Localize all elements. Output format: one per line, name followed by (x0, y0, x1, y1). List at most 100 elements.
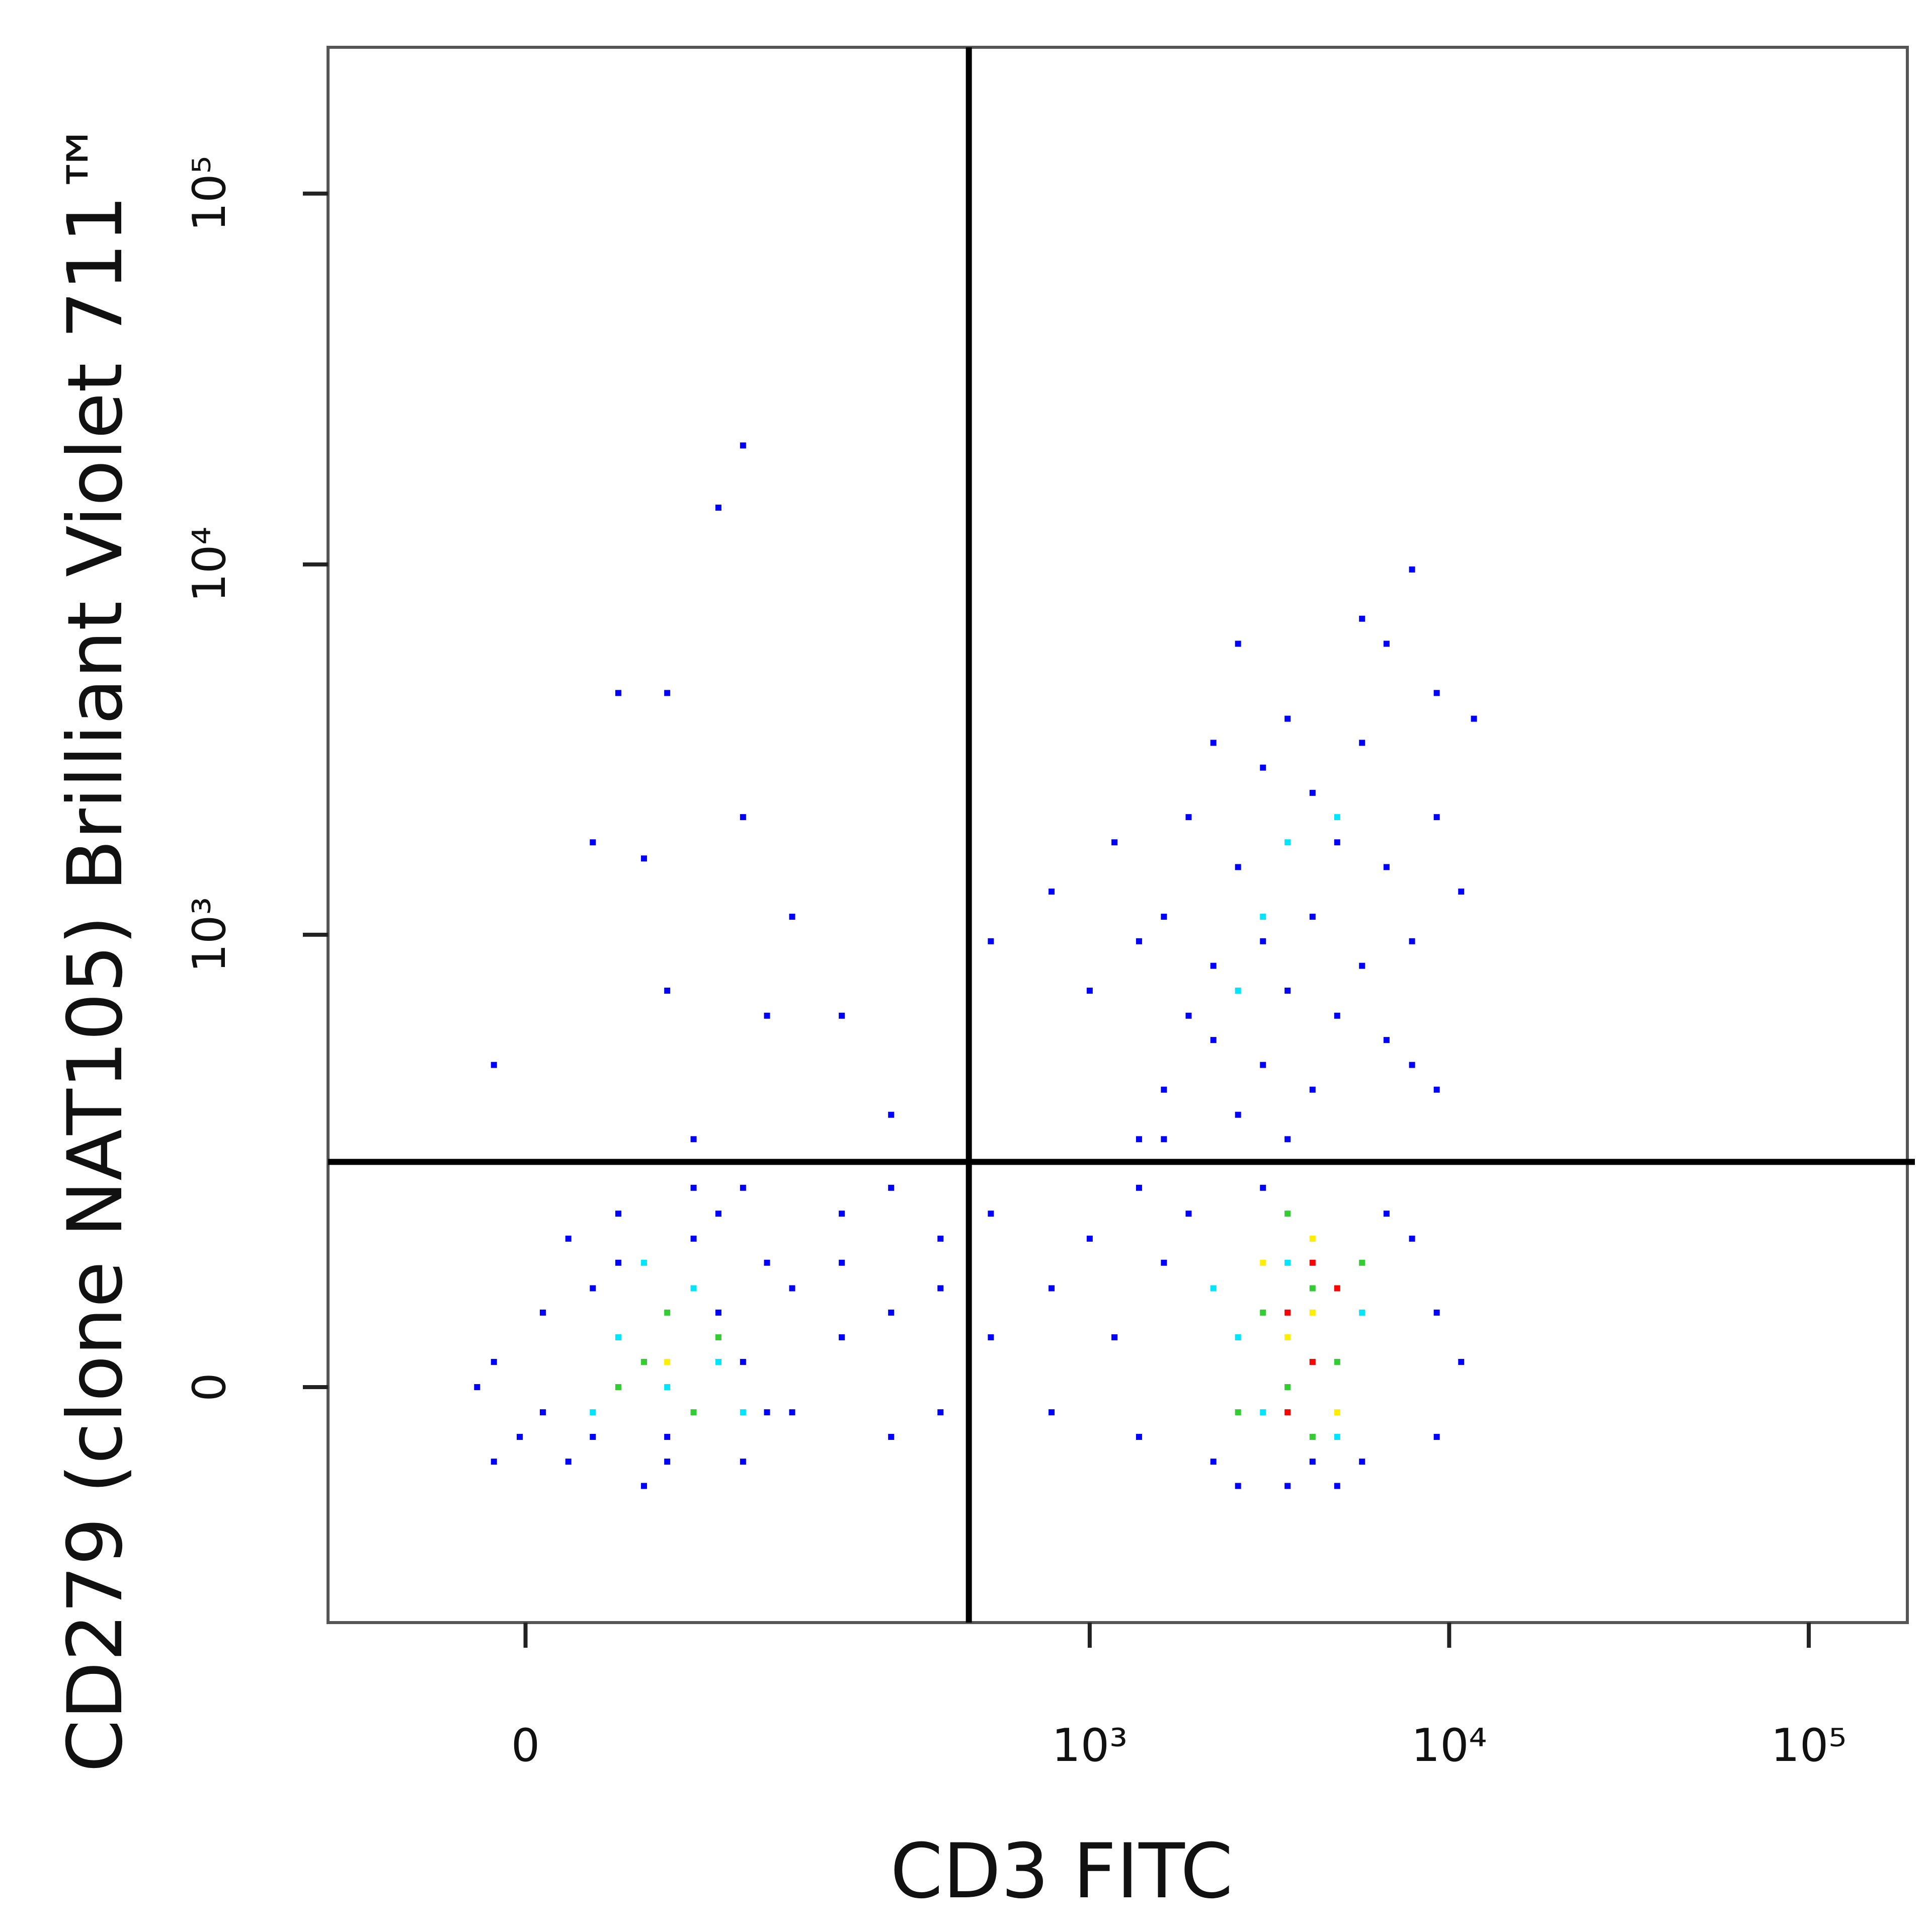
point (1260, 764, 1266, 771)
point (1210, 1459, 1217, 1465)
point (1260, 1184, 1266, 1191)
point (1049, 1409, 1055, 1416)
point (740, 814, 746, 821)
point (937, 1285, 944, 1292)
y-tick-label: 10⁴ (183, 527, 236, 603)
point (565, 1235, 572, 1242)
point (1433, 1309, 1440, 1316)
point (789, 1409, 795, 1416)
point (1284, 1384, 1291, 1390)
point (1185, 1012, 1192, 1019)
point (740, 1459, 746, 1465)
point (839, 1211, 845, 1217)
point (1284, 988, 1291, 994)
point (1210, 1037, 1217, 1043)
x-tick-label: 10³ (1052, 1719, 1128, 1772)
x-tick-label: 10⁵ (1771, 1719, 1847, 1772)
point (539, 1309, 546, 1316)
point (1086, 1235, 1093, 1242)
point (1309, 1309, 1316, 1316)
point (1433, 690, 1440, 696)
point (764, 1259, 770, 1266)
point (715, 1211, 721, 1217)
point (1334, 1433, 1340, 1440)
point (888, 1111, 895, 1118)
y-tick-label: 10⁵ (183, 155, 236, 231)
point (789, 1285, 795, 1292)
point (1049, 889, 1055, 895)
point (1284, 1309, 1291, 1316)
point (988, 938, 994, 944)
point (839, 1012, 845, 1019)
point (1309, 1358, 1316, 1365)
point (1136, 1136, 1142, 1143)
point (615, 1211, 621, 1217)
point (937, 1235, 944, 1242)
point (1334, 1409, 1340, 1416)
point (1235, 1334, 1241, 1341)
point (1235, 1409, 1241, 1416)
point (1334, 814, 1340, 821)
point (491, 1062, 497, 1068)
point (764, 1012, 770, 1019)
point (1260, 938, 1266, 944)
point (590, 1409, 596, 1416)
point (1309, 914, 1316, 920)
point (1260, 1259, 1266, 1266)
point (615, 690, 621, 696)
point (1383, 1037, 1390, 1043)
point (740, 1409, 746, 1416)
plot-frame (327, 46, 1909, 1624)
point (690, 1136, 697, 1143)
point (715, 1309, 721, 1316)
point (1334, 1285, 1340, 1292)
point (888, 1433, 895, 1440)
point (1284, 1136, 1291, 1143)
point (1409, 938, 1415, 944)
point (1383, 864, 1390, 870)
point (937, 1409, 944, 1416)
point (1334, 1483, 1340, 1489)
point (1235, 1483, 1241, 1489)
point (1409, 1062, 1415, 1068)
point (839, 1259, 845, 1266)
point (664, 690, 671, 696)
point (1185, 1211, 1192, 1217)
point (740, 1358, 746, 1365)
point (1309, 1235, 1316, 1242)
point (1235, 864, 1241, 870)
point (740, 442, 746, 449)
point (1383, 640, 1390, 647)
point (1111, 839, 1118, 846)
point (839, 1334, 845, 1341)
point (888, 1184, 895, 1191)
point (1309, 1459, 1316, 1465)
point (1185, 814, 1192, 821)
point (1260, 1409, 1266, 1416)
point (565, 1459, 572, 1465)
point (1309, 1433, 1316, 1440)
point (640, 855, 647, 862)
point (1359, 740, 1365, 746)
point (1284, 1211, 1291, 1217)
point (1359, 1459, 1365, 1465)
point (640, 1483, 647, 1489)
point (1161, 1259, 1167, 1266)
point (690, 1285, 697, 1292)
point (715, 504, 721, 511)
point (1458, 889, 1465, 895)
point (664, 1358, 671, 1365)
point (1409, 566, 1415, 573)
point (664, 1459, 671, 1465)
point (1161, 914, 1167, 920)
point (789, 914, 795, 920)
point (1161, 1086, 1167, 1093)
point (1210, 1285, 1217, 1292)
point (1409, 1235, 1415, 1242)
x-axis-title: CD3 FITC (890, 1828, 1233, 1915)
point (1260, 1309, 1266, 1316)
x-tick-label: 10⁴ (1411, 1719, 1487, 1772)
point (664, 988, 671, 994)
point (1284, 715, 1291, 722)
